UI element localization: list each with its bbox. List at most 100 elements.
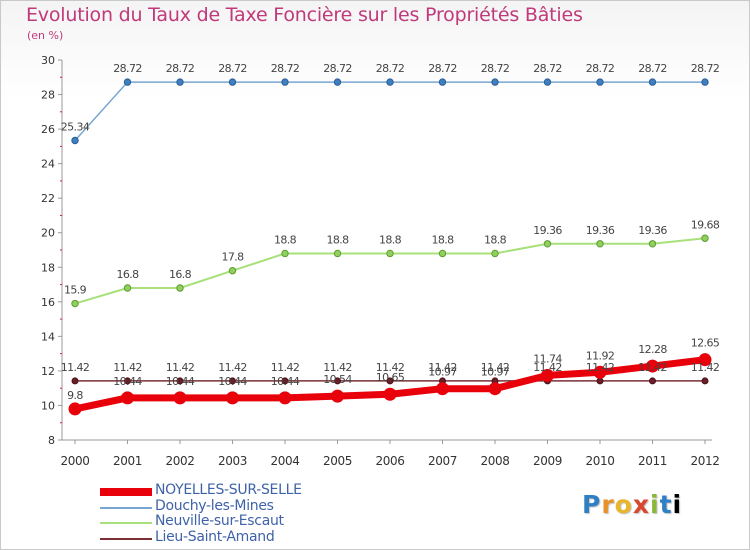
- data-label: 11.42: [376, 361, 405, 374]
- series-line-1: [74, 81, 706, 142]
- logo-letter: t: [659, 490, 673, 519]
- data-label: 11.42: [271, 361, 300, 374]
- data-label: 10.44: [218, 375, 247, 388]
- data-label: 10.44: [113, 375, 142, 388]
- data-label: 10.65: [376, 371, 405, 384]
- data-label: 11.74: [533, 352, 562, 365]
- y-tick-label: 22: [41, 192, 55, 205]
- data-point: [646, 359, 659, 373]
- data-label: 11.42: [323, 361, 352, 374]
- data-point: [121, 391, 134, 405]
- x-tick-label: 2006: [376, 454, 405, 468]
- logo-letter: i: [672, 490, 683, 519]
- data-label: 28.72: [586, 62, 615, 75]
- legend-label: Douchy-les-Mines: [155, 497, 274, 514]
- data-point: [176, 78, 184, 86]
- data-label: 12.65: [691, 337, 720, 350]
- y-tick-label: 24: [41, 158, 55, 171]
- data-label: 28.72: [376, 62, 405, 75]
- data-label: 11.42: [481, 361, 510, 374]
- data-label: 25.34: [61, 120, 90, 133]
- data-point: [543, 78, 552, 86]
- data-point: [698, 353, 712, 367]
- data-point: [71, 377, 79, 385]
- data-point: [649, 377, 656, 385]
- data-label: 17.8: [221, 251, 244, 264]
- data-label: 19.36: [586, 224, 615, 237]
- data-point: [648, 78, 657, 86]
- data-label: 11.42: [533, 361, 562, 374]
- data-label: 10.54: [323, 373, 352, 386]
- chart-title: Evolution du Taux de Taxe Foncière sur l…: [26, 4, 583, 26]
- data-label: 16.8: [169, 268, 192, 281]
- legend-label: Neuville-sur-Escaut: [155, 513, 284, 529]
- data-point: [123, 284, 132, 292]
- data-point: [701, 78, 709, 86]
- data-label: 28.72: [323, 62, 352, 75]
- data-point: [124, 377, 131, 385]
- data-point: [438, 78, 447, 86]
- data-point: [701, 377, 709, 385]
- x-tick-label: 2002: [166, 454, 195, 468]
- data-point: [331, 389, 344, 403]
- legend-label: NOYELLES-SUR-SELLE: [155, 482, 302, 498]
- data-point: [71, 136, 79, 145]
- data-label: 10.97: [481, 366, 510, 379]
- data-point: [71, 299, 79, 308]
- x-tick-label: 2011: [638, 454, 667, 468]
- data-point: [541, 368, 554, 382]
- logo-letter: i: [650, 490, 660, 519]
- data-point: [281, 249, 289, 258]
- data-label: 10.97: [428, 366, 457, 379]
- data-label: 28.72: [166, 62, 195, 75]
- data-label: 12.28: [638, 343, 667, 356]
- data-label: 28.72: [533, 62, 562, 75]
- logo-letter: r: [601, 490, 615, 519]
- x-tick-label: 2004: [271, 454, 300, 468]
- axes: 8 10 12 14 16 18 20 22 24 26 28 30 2000 2001 2002 2003 2…: [41, 54, 720, 468]
- x-tick-label: 2009: [533, 454, 562, 468]
- data-label: 18.8: [379, 233, 402, 246]
- data-label: 9.8: [67, 389, 83, 402]
- legend-swatch: [100, 522, 152, 524]
- data-label: 11.42: [691, 361, 720, 374]
- data-point: [228, 267, 237, 275]
- data-point: [386, 78, 394, 86]
- x-tick-label: 2007: [428, 454, 457, 468]
- data-label: 28.72: [691, 62, 720, 75]
- x-tick-label: 2012: [691, 454, 720, 468]
- y-tick-label: 12: [41, 365, 55, 378]
- data-label: 28.72: [481, 62, 510, 75]
- data-label: 11.42: [218, 361, 247, 374]
- data-labels-layer: 9.8 10.44 10.44 10.44 10.44 10.54 10.65 10.97 10…: [61, 62, 721, 402]
- logo-letter: x: [632, 490, 650, 519]
- data-point: [278, 391, 292, 405]
- data-point: [596, 78, 604, 86]
- x-tick-label: 2001: [113, 454, 142, 468]
- data-point: [334, 377, 341, 385]
- data-point: [488, 382, 502, 396]
- data-label: 11.42: [61, 361, 90, 374]
- data-label: 18.8: [431, 233, 454, 246]
- data-label: 18.8: [326, 233, 349, 246]
- data-point: [228, 78, 237, 86]
- y-axis-unit-label: (en %): [27, 29, 64, 42]
- y-tick-label: 18: [41, 261, 55, 274]
- data-label: 28.72: [113, 62, 142, 75]
- data-label: 28.72: [218, 62, 247, 75]
- data-label: 19.36: [638, 224, 667, 237]
- data-label: 11.42: [113, 361, 142, 374]
- y-tick-label: 16: [41, 296, 55, 309]
- legend-swatch: [100, 537, 152, 540]
- data-label: 11.42: [586, 361, 615, 374]
- y-tick-label: 14: [41, 330, 55, 343]
- data-point: [333, 78, 342, 86]
- data-label: 19.68: [691, 218, 720, 231]
- data-point: [281, 377, 289, 385]
- data-point: [491, 249, 499, 258]
- proxiti-logo: Proxiti: [582, 490, 682, 519]
- data-point: [491, 78, 499, 86]
- data-point: [593, 365, 607, 379]
- data-point: [123, 78, 132, 86]
